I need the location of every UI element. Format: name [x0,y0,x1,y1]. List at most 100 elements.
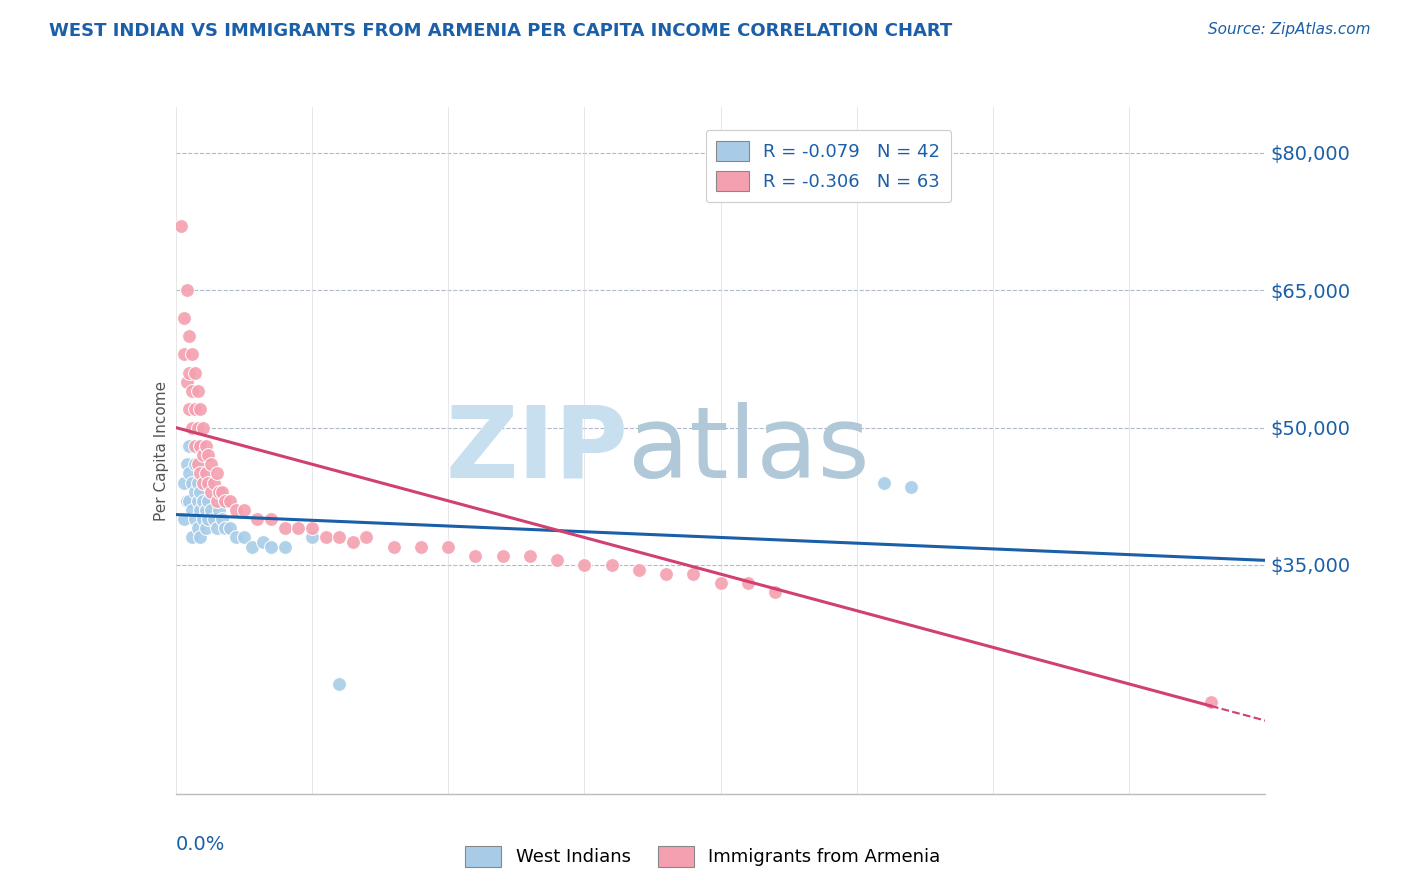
Point [655,567,678,582]
Point [179,366,201,380]
Point [200,457,222,471]
Point [356,531,378,545]
Point [194,439,217,453]
Point [188,439,211,453]
Point [274,540,297,554]
Point [186,493,209,508]
Point [437,540,460,554]
Point [328,531,350,545]
Point [219,493,242,508]
Point [315,531,337,545]
Point [328,677,350,691]
Point [205,521,228,535]
Point [184,366,207,380]
Point [492,549,515,563]
Point [173,475,195,490]
Point [627,562,650,576]
Point [176,375,198,389]
Point [181,420,204,434]
Point [186,475,209,490]
Point [197,448,219,462]
Point [188,484,211,499]
Point [181,347,204,361]
Point [176,283,198,297]
Point [176,493,198,508]
Point [409,540,432,554]
Point [208,503,231,517]
Point [181,503,204,517]
Point [240,540,263,554]
Point [186,384,209,398]
Point [737,576,759,591]
Point [200,484,222,499]
Point [173,512,195,526]
Y-axis label: Per Capita Income: Per Capita Income [153,380,169,521]
Point [191,512,214,526]
Text: 0.0%: 0.0% [176,835,225,855]
Point [197,493,219,508]
Point [197,475,219,490]
Point [574,558,596,572]
Point [232,503,254,517]
Point [208,484,231,499]
Point [188,531,211,545]
Point [600,558,623,572]
Point [225,503,247,517]
Point [252,535,274,549]
Point [179,439,201,453]
Point [200,503,222,517]
Point [181,531,204,545]
Point [205,493,228,508]
Point [184,402,207,417]
Point [382,540,405,554]
Point [1199,695,1222,709]
Point [763,585,786,599]
Point [188,503,211,517]
Point [873,475,896,490]
Point [191,420,214,434]
Point [519,549,541,563]
Point [214,521,236,535]
Point [301,531,323,545]
Point [173,310,195,325]
Point [179,402,201,417]
Point [342,535,364,549]
Point [246,512,269,526]
Point [197,512,219,526]
Point [232,531,254,545]
Point [301,521,323,535]
Point [191,448,214,462]
Text: Source: ZipAtlas.com: Source: ZipAtlas.com [1208,22,1371,37]
Point [188,402,211,417]
Point [260,512,283,526]
Point [173,347,195,361]
Text: atlas: atlas [628,402,869,499]
Point [179,493,201,508]
Point [546,553,568,567]
Point [194,467,217,481]
Legend: West Indians, Immigrants from Armenia: West Indians, Immigrants from Armenia [458,838,948,874]
Point [202,512,225,526]
Point [194,521,217,535]
Point [186,457,209,471]
Point [464,549,486,563]
Point [682,567,704,582]
Point [287,521,309,535]
Text: WEST INDIAN VS IMMIGRANTS FROM ARMENIA PER CAPITA INCOME CORRELATION CHART: WEST INDIAN VS IMMIGRANTS FROM ARMENIA P… [49,22,952,40]
Point [211,484,233,499]
Point [176,457,198,471]
Point [214,493,236,508]
Point [186,521,209,535]
Point [184,512,207,526]
Point [181,475,204,490]
Point [202,475,225,490]
Point [179,467,201,481]
Point [225,531,247,545]
Point [194,503,217,517]
Text: ZIP: ZIP [446,402,628,499]
Point [219,521,242,535]
Point [900,480,922,494]
Point [188,467,211,481]
Point [274,521,297,535]
Point [186,420,209,434]
